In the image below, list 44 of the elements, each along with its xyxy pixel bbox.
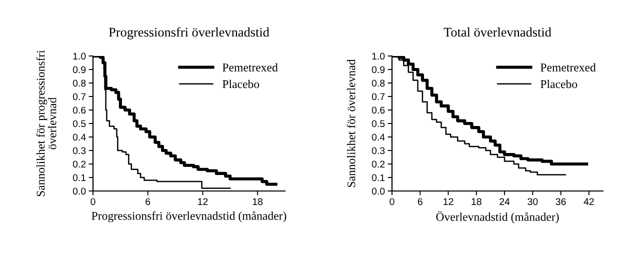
y-axis-title: Sannolikhet för progressionsfri överlevnad — [36, 50, 56, 196]
legend-label: Placebo — [222, 80, 260, 88]
y-tick-label: 0.7 — [372, 93, 385, 100]
y-tick-label: 0.5 — [72, 120, 86, 128]
x-tick-label: 18 — [252, 198, 263, 206]
y-tick-label: 0.3 — [72, 147, 86, 154]
x-tick-label: 6 — [146, 198, 150, 206]
x-tick-label: 36 — [556, 198, 566, 206]
chart-title: Progressionsfri överlevnadstid — [108, 27, 270, 40]
x-tick-label: 0 — [390, 198, 394, 206]
y-tick-label: 0.1 — [72, 174, 86, 182]
x-tick-label: 24 — [500, 198, 510, 205]
y-tick-label: 0.4 — [72, 134, 86, 141]
x-axis-title: Progressionsfri överlevnadstid (månader) — [92, 211, 286, 222]
y-tick-label: 0.8 — [372, 80, 385, 87]
y-tick-label: 0.2 — [372, 160, 385, 168]
x-tick-label: 6 — [418, 198, 422, 206]
y-tick-label: 0.5 — [372, 120, 385, 128]
x-axis-title: Överlevnadstid (månader) — [436, 211, 559, 224]
chart-title: Total överlevnadstid — [444, 27, 552, 37]
y-tick-label: 0.3 — [372, 147, 385, 154]
y-tick-label: 0.6 — [372, 106, 385, 114]
x-tick-label: 42 — [584, 198, 594, 205]
y-tick-label: 0.1 — [372, 174, 385, 182]
y-axis-title: Sannolikhet för överlevnad — [346, 59, 356, 187]
y-tick-label: 0.9 — [72, 66, 86, 74]
x-tick-label: 12 — [198, 198, 208, 205]
y-tick-label: 0.8 — [72, 80, 86, 87]
legend-label: Placebo — [540, 80, 578, 88]
legend-label: Pemetrexed — [540, 63, 596, 72]
y-tick-label: 0.9 — [372, 66, 385, 74]
y-tick-label: 0.6 — [72, 106, 86, 114]
y-tick-label: 1.0 — [73, 52, 86, 60]
y-tick-label: 0.2 — [72, 160, 86, 168]
x-tick-label: 12 — [444, 198, 454, 205]
y-tick-label: 0.0 — [72, 188, 86, 195]
x-tick-label: 18 — [472, 198, 482, 206]
x-tick-label: 30 — [528, 198, 538, 206]
y-tick-label: 0.7 — [72, 93, 86, 100]
y-tick-label: 0.0 — [372, 188, 385, 195]
legend-label: Pemetrexed — [222, 63, 278, 72]
y-tick-label: 1.0 — [372, 52, 385, 60]
x-tick-label: 0 — [90, 198, 96, 206]
y-tick-label: 0.4 — [372, 134, 385, 141]
